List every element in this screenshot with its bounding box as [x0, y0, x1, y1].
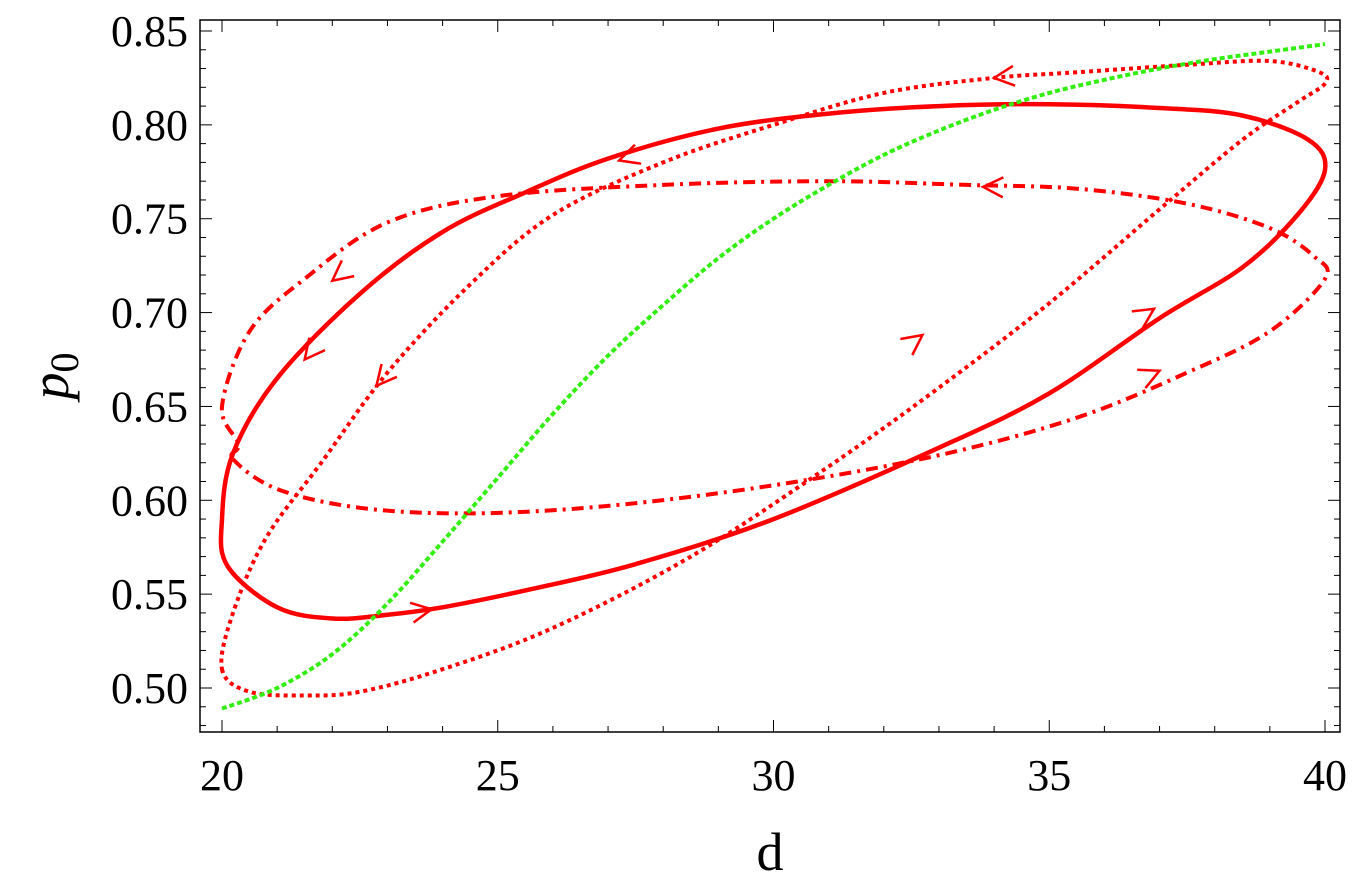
- x-tick-label: 35: [1027, 751, 1071, 800]
- series-dashed-curve: [221, 42, 1326, 711]
- series-dashdot-curve: [219, 179, 1330, 516]
- x-tick-label: 25: [476, 751, 520, 800]
- y-tick-label: 0.55: [111, 570, 188, 619]
- tick-labels: 20 25 30 35 40 0.50 0.55 0.60 0.65 0.70 0.75 0.80 0.…: [111, 7, 1347, 800]
- direction-arrow-marker: [1131, 307, 1157, 329]
- y-tick-label: 0.85: [111, 7, 188, 56]
- plot-frame: [199, 19, 1341, 733]
- x-tick-label: 20: [200, 751, 244, 800]
- direction-arrow-marker: [409, 601, 435, 624]
- axis-ticks: [200, 20, 1340, 732]
- direction-arrow-marker: [330, 259, 355, 283]
- x-tick-label: 30: [752, 751, 796, 800]
- y-tick-label: 0.65: [111, 382, 188, 431]
- direction-arrow-marker: [302, 337, 326, 362]
- y-tick-label: 0.75: [111, 195, 188, 244]
- y-tick-label: 0.60: [111, 476, 188, 525]
- arrow-layer: [302, 64, 1163, 624]
- series-solid-curve: [218, 101, 1328, 622]
- x-tick-label: 40: [1303, 751, 1347, 800]
- y-axis-label: p0: [20, 353, 87, 404]
- direction-arrow-marker: [900, 333, 925, 356]
- direction-arrow-marker: [616, 143, 642, 165]
- direction-arrow-marker: [991, 64, 1016, 87]
- direction-arrow-marker: [374, 363, 398, 388]
- series-dotted-curve: [219, 58, 1330, 698]
- x-axis-label: d: [757, 822, 784, 882]
- y-axis-label-base: p: [20, 373, 80, 404]
- y-tick-label: 0.80: [111, 101, 188, 150]
- y-axis-label-sub: 0: [42, 353, 87, 373]
- series-layer: [218, 42, 1330, 711]
- direction-arrow-marker: [980, 176, 1004, 199]
- y-tick-label: 0.50: [111, 664, 188, 713]
- direction-arrow-marker: [1137, 368, 1163, 389]
- y-tick-label: 0.70: [111, 289, 188, 338]
